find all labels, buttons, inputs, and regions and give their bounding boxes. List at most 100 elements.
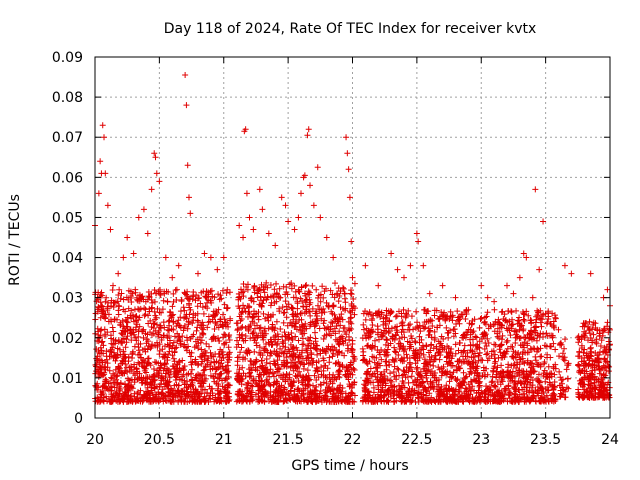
data-point xyxy=(115,365,122,372)
data-point xyxy=(250,329,257,336)
data-point xyxy=(157,360,164,367)
data-point xyxy=(184,162,191,169)
data-point xyxy=(210,334,217,341)
data-point xyxy=(219,377,226,384)
data-point xyxy=(174,361,181,368)
data-point xyxy=(222,339,229,346)
data-point xyxy=(123,364,130,371)
data-point xyxy=(292,333,299,340)
data-point xyxy=(124,333,131,340)
data-point xyxy=(110,379,117,386)
data-point xyxy=(223,398,230,405)
data-point xyxy=(512,340,519,347)
data-point xyxy=(119,318,126,325)
x-tick-label: 23 xyxy=(472,432,490,448)
data-point xyxy=(222,386,229,393)
data-point xyxy=(124,234,131,241)
data-point xyxy=(273,342,280,349)
data-point xyxy=(100,342,107,349)
data-point xyxy=(179,333,186,340)
data-point xyxy=(113,354,120,361)
data-point xyxy=(394,266,401,273)
data-point xyxy=(164,341,171,348)
data-point xyxy=(220,254,227,261)
data-point xyxy=(204,361,211,368)
data-point xyxy=(135,359,142,366)
data-point xyxy=(149,304,156,311)
data-point xyxy=(369,321,376,328)
data-point xyxy=(176,358,183,365)
data-point xyxy=(562,336,569,343)
data-point xyxy=(116,391,123,398)
data-point xyxy=(413,230,420,237)
data-point xyxy=(204,324,211,331)
data-point xyxy=(347,315,354,322)
data-point xyxy=(462,316,469,323)
data-point xyxy=(207,372,214,379)
data-point xyxy=(117,295,124,302)
data-point xyxy=(148,343,155,350)
data-point xyxy=(124,386,131,393)
data-point xyxy=(106,367,113,374)
data-point xyxy=(94,353,101,360)
data-point xyxy=(223,305,230,312)
data-point xyxy=(171,348,178,355)
data-point xyxy=(192,374,199,381)
x-tick-label: 21 xyxy=(215,432,233,448)
data-point xyxy=(124,314,131,321)
data-point xyxy=(173,297,180,304)
data-point xyxy=(157,374,164,381)
data-point xyxy=(452,341,459,348)
data-point xyxy=(144,230,151,237)
data-point xyxy=(212,320,219,327)
data-point xyxy=(304,342,311,349)
data-point xyxy=(177,314,184,321)
data-point xyxy=(194,317,201,324)
data-point xyxy=(151,150,158,157)
data-point xyxy=(305,126,312,133)
data-point xyxy=(199,386,206,393)
data-point xyxy=(98,371,105,378)
data-point xyxy=(176,334,183,341)
y-tick-label: 0.03 xyxy=(52,291,83,307)
data-point xyxy=(147,317,154,324)
data-point xyxy=(169,274,176,281)
data-point xyxy=(218,370,225,377)
data-point xyxy=(193,327,200,334)
data-point xyxy=(125,305,132,312)
data-point xyxy=(514,317,521,324)
data-point xyxy=(552,346,559,353)
data-point xyxy=(219,352,226,359)
data-point xyxy=(204,357,211,364)
data-point xyxy=(491,341,498,348)
data-point xyxy=(278,194,285,201)
data-point xyxy=(521,317,528,324)
data-point xyxy=(153,170,160,177)
data-point xyxy=(586,318,593,325)
data-point xyxy=(360,348,367,355)
data-point xyxy=(222,323,229,330)
data-point xyxy=(95,369,102,376)
data-point xyxy=(199,377,206,384)
y-tick-label: 0.08 xyxy=(52,90,83,106)
data-point xyxy=(343,134,350,141)
data-points xyxy=(92,72,613,405)
data-point xyxy=(478,282,485,289)
data-point xyxy=(199,304,206,311)
data-point xyxy=(186,398,193,405)
data-point xyxy=(180,304,187,311)
data-point xyxy=(537,353,544,360)
data-point xyxy=(317,350,324,357)
data-point xyxy=(166,344,173,351)
data-point xyxy=(184,391,191,398)
data-point xyxy=(209,392,216,399)
data-point xyxy=(351,280,358,287)
data-point xyxy=(140,356,147,363)
data-point xyxy=(504,282,510,289)
data-point xyxy=(157,322,164,329)
data-point xyxy=(529,294,536,301)
data-point xyxy=(99,338,106,345)
data-point xyxy=(142,375,149,382)
data-point xyxy=(171,333,178,340)
data-point xyxy=(240,302,247,309)
